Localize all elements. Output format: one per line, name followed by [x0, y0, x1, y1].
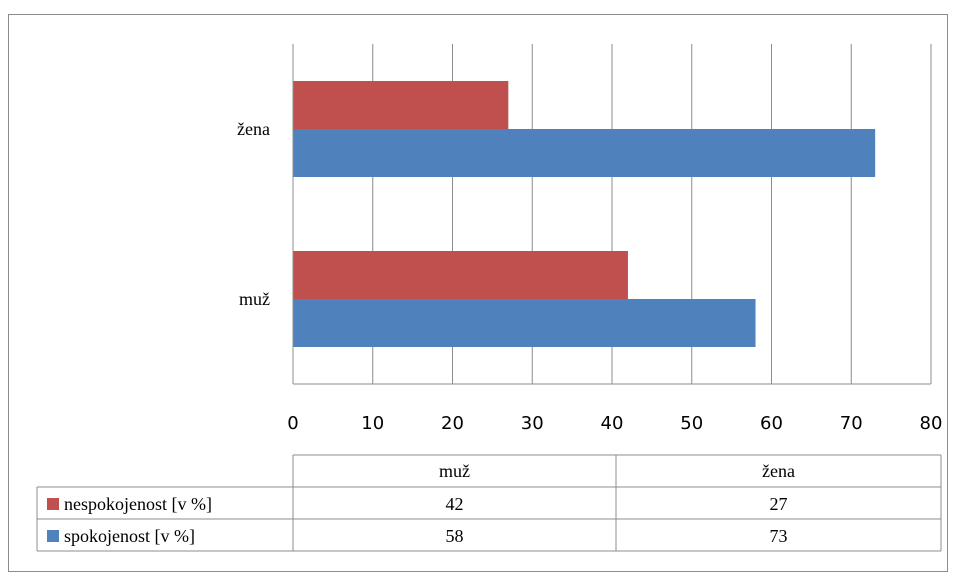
- data-table: muž žena nespokojenost [v %] 42 27 spokojenos…: [36, 454, 942, 552]
- bars: [293, 81, 876, 347]
- x-tick-label: 40: [601, 413, 624, 434]
- axis-labels: 0 10 20 30 40 50 60 70 80 muž žena: [237, 119, 942, 434]
- x-tick-label: 10: [361, 413, 384, 434]
- legend-swatch: [47, 498, 59, 510]
- x-tick-label: 70: [840, 413, 863, 434]
- table-cell-value: 73: [770, 526, 788, 546]
- legend-swatch: [47, 530, 59, 542]
- axes: [292, 44, 931, 385]
- table-column-header: žena: [762, 461, 795, 481]
- y-category-label: žena: [237, 119, 270, 139]
- table-cell-value: 27: [770, 494, 788, 514]
- legend-label: spokojenost [v %]: [64, 526, 195, 546]
- table-cell-value: 58: [446, 526, 464, 546]
- table-cell-value: 42: [446, 494, 464, 514]
- legend-label: nespokojenost [v %]: [64, 494, 212, 514]
- x-tick-label: 30: [521, 413, 544, 434]
- x-tick-label: 80: [920, 413, 943, 434]
- bar-spokojenost-0: [293, 299, 756, 347]
- x-tick-label: 0: [287, 413, 298, 434]
- table-column-header: muž: [439, 461, 470, 481]
- bar-spokojenost-1: [293, 129, 876, 177]
- y-category-label: muž: [239, 289, 270, 309]
- bar-nespokojenost-1: [293, 81, 509, 129]
- x-tick-label: 60: [760, 413, 783, 434]
- x-tick-label: 50: [680, 413, 703, 434]
- bar-nespokojenost-0: [293, 251, 628, 299]
- x-tick-label: 20: [441, 413, 464, 434]
